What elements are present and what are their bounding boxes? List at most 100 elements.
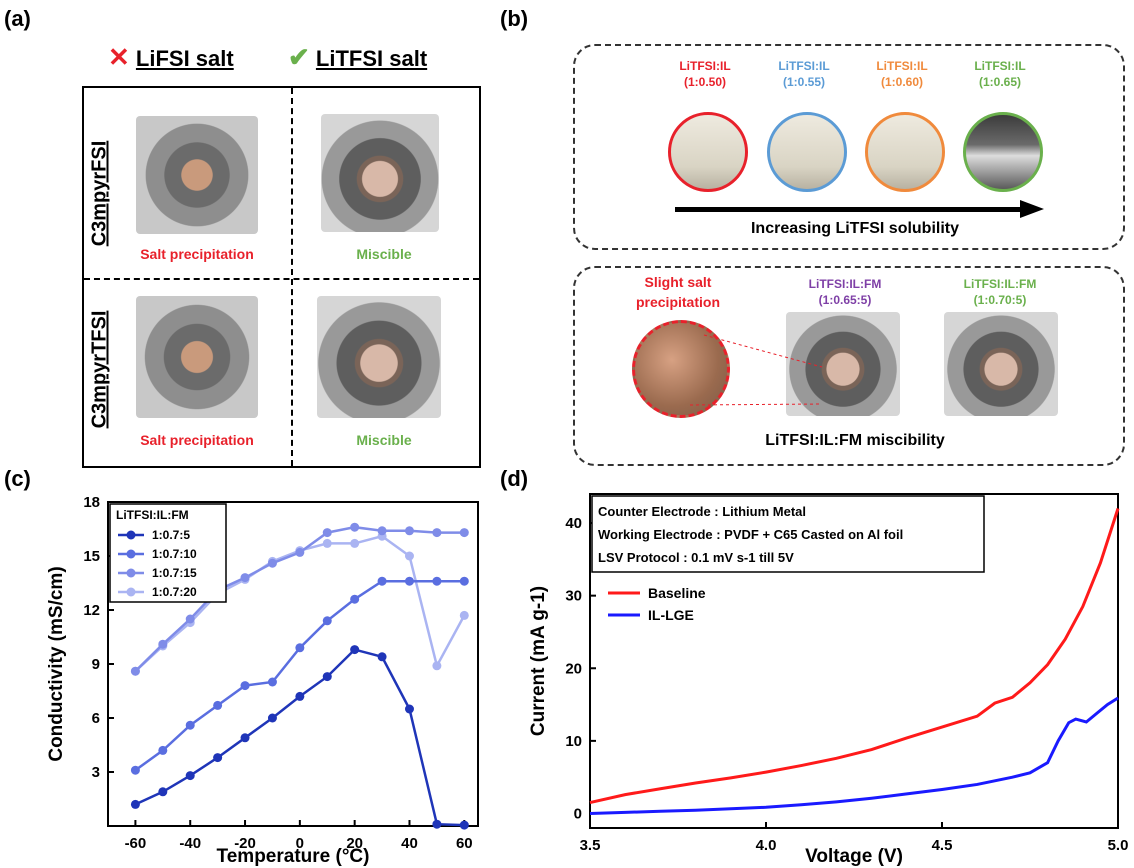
y-tick-label: 20 <box>565 660 582 677</box>
fm1-line2: (1:0.65:5) <box>818 293 872 307</box>
data-point <box>240 733 250 743</box>
check-icon: ✔ <box>288 42 310 72</box>
data-point <box>377 576 387 586</box>
litfsi-label: LiTFSI salt <box>315 46 428 71</box>
legend-entry: 1:0.7:10 <box>152 547 197 561</box>
data-point <box>295 691 305 701</box>
cell-tr-caption: Miscible <box>356 246 412 262</box>
photo-fm1 <box>786 312 900 416</box>
fm1-label: LiTFSI:IL:FM (1:0.65:5) <box>780 276 910 308</box>
y-tick-label: 0 <box>574 805 582 822</box>
legend-marker <box>126 530 136 540</box>
sample-ratio-name: LiTFSI:IL <box>974 59 1026 73</box>
data-point <box>350 645 360 655</box>
data-point <box>295 547 305 557</box>
lifsi-header: ✕ LiFSI salt <box>108 42 234 73</box>
x-tick-label: 4.0 <box>756 837 777 854</box>
x-tick-label: 20 <box>346 835 363 852</box>
data-point <box>350 522 360 532</box>
miscibility-box <box>573 266 1125 466</box>
data-point <box>322 672 332 682</box>
x-tick-label: 60 <box>456 835 473 852</box>
data-point <box>459 820 469 830</box>
sample-vial-3 <box>865 112 945 192</box>
sample-ratio-value: (1:0.55) <box>782 75 826 89</box>
panel-a-grid: C3mpyrFSI C3mpyrTFSI Salt precipitation … <box>82 86 481 468</box>
info-line: Counter Electrode : Lithium Metal <box>598 504 806 519</box>
x-tick-label: 5.0 <box>1108 837 1129 854</box>
x-tick-label: 4.5 <box>932 837 953 854</box>
data-point <box>432 661 442 671</box>
photo-lifsi-fsi <box>136 116 258 234</box>
data-point <box>404 526 414 536</box>
x-axis-label: Temperature (°C) <box>217 846 370 867</box>
y-tick-label: 40 <box>565 515 582 532</box>
sample-ratio-value: (1:0.60) <box>880 75 924 89</box>
litfsi-header: ✔ LiTFSI salt <box>288 42 427 73</box>
panel-b-label: (b) <box>500 6 529 31</box>
data-point <box>185 720 195 730</box>
miscibility-caption: LiTFSI:IL:FM miscibility <box>765 432 945 449</box>
data-point <box>213 700 223 710</box>
legend-entry: Baseline <box>648 585 706 601</box>
data-point <box>322 538 332 548</box>
panel-c-label: (c) <box>4 466 31 491</box>
sample-ratio-name: LiTFSI:IL <box>876 59 928 73</box>
data-point <box>267 558 277 568</box>
y-tick-label: 9 <box>92 656 100 673</box>
data-point <box>295 643 305 653</box>
data-point <box>267 677 277 687</box>
data-point <box>459 576 469 586</box>
lifsi-label: LiFSI salt <box>135 46 234 71</box>
grid-hline <box>84 278 479 280</box>
data-point <box>267 713 277 723</box>
data-point <box>377 652 387 662</box>
sample-ratio-name: LiTFSI:IL <box>679 59 731 73</box>
data-point <box>130 799 140 809</box>
fm2-label: LiTFSI:IL:FM (1:0.70:5) <box>935 276 1065 308</box>
data-point <box>404 704 414 714</box>
sample-vial-1 <box>668 112 748 192</box>
y-tick-label: 10 <box>565 733 582 750</box>
series-line <box>589 508 1120 805</box>
data-point <box>432 819 442 829</box>
data-point <box>350 538 360 548</box>
legend-entry: 1:0.7:20 <box>152 585 197 599</box>
cell-tl-caption: Salt precipitation <box>140 246 254 262</box>
x-tick-label: -20 <box>234 835 256 852</box>
data-point <box>459 528 469 538</box>
data-point <box>322 616 332 626</box>
sample-label-2: LiTFSI:IL (1:0.55) <box>754 58 854 90</box>
y-tick-label: 12 <box>83 602 100 619</box>
photo-litfsi-fsi <box>321 114 439 232</box>
y-tick-label: 3 <box>92 764 100 781</box>
y-tick-label: 30 <box>565 588 582 605</box>
sample-ratio-value: (1:0.50) <box>683 75 727 89</box>
legend-entry: 1:0.7:5 <box>152 528 190 542</box>
data-point <box>158 787 168 797</box>
data-point <box>432 576 442 586</box>
data-point <box>158 639 168 649</box>
x-tick-label: 0 <box>296 835 304 852</box>
data-point <box>432 528 442 538</box>
data-point <box>213 753 223 763</box>
x-tick-label: 3.5 <box>580 837 601 854</box>
y-tick-label: 18 <box>83 494 100 511</box>
photo-fm2 <box>944 312 1058 416</box>
arrow-caption: Increasing LiTFSI solubility <box>750 220 960 237</box>
info-line: Working Electrode : PVDF + C65 Casted on… <box>598 527 903 542</box>
sample-vial-4 <box>963 112 1043 192</box>
legend-entry: 1:0.7:15 <box>152 566 197 580</box>
data-point <box>240 573 250 583</box>
data-point <box>130 666 140 676</box>
solubility-box <box>573 44 1125 250</box>
data-point <box>130 765 140 775</box>
data-point <box>322 528 332 538</box>
series-line <box>589 696 1119 815</box>
legend-marker <box>126 587 136 597</box>
sample-vial-2 <box>767 112 847 192</box>
fm2-line2: (1:0.70:5) <box>973 293 1027 307</box>
data-point <box>185 614 195 624</box>
arrow-line <box>675 207 1023 212</box>
